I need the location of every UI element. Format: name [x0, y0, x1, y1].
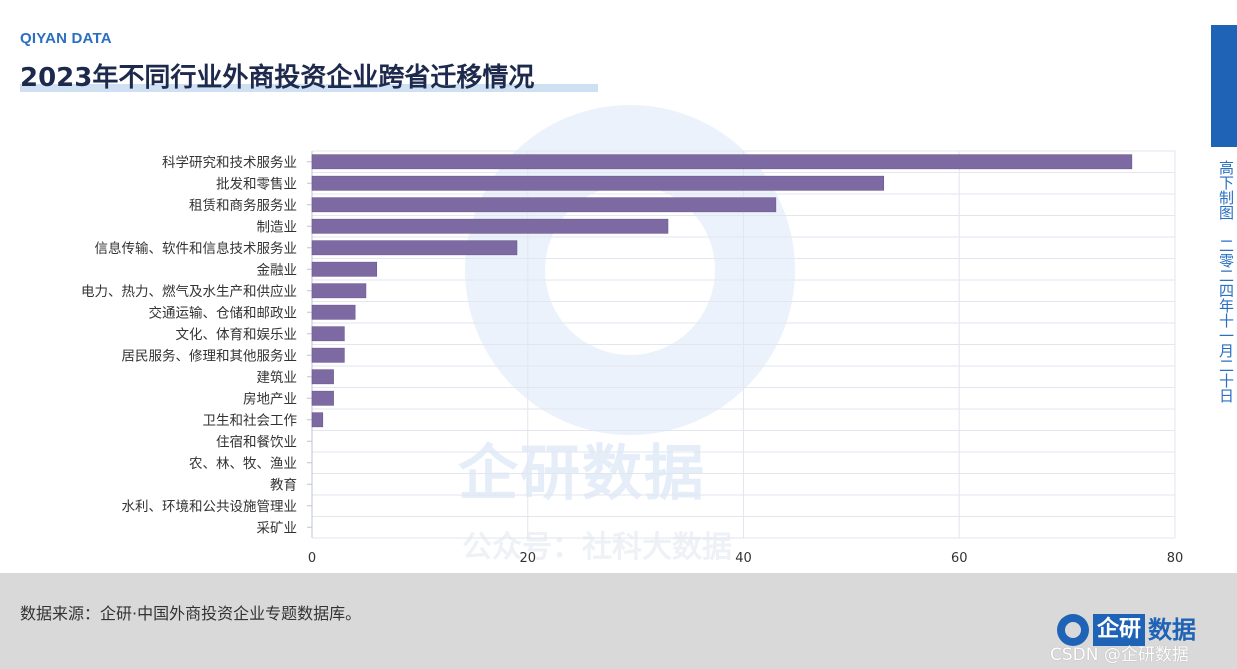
watermark-circle-inner: [545, 185, 715, 355]
bar: [311, 261, 378, 277]
x-tick-label: 20: [519, 551, 536, 566]
category-label: 水利、环境和公共设施管理业: [122, 499, 298, 515]
bar: [311, 197, 777, 213]
category-label: 信息传输、软件和信息技术服务业: [95, 240, 298, 257]
category-label: 采矿业: [257, 520, 298, 536]
data-source: 数据来源：企研·中国外商投资企业专题数据库。: [20, 604, 362, 623]
category-label: 农、林、牧、渔业: [189, 456, 297, 472]
x-tick-label: 40: [735, 551, 752, 566]
bar: [311, 347, 345, 363]
chart-title-text: 2023年不同行业外商投资企业跨省迁移情况: [20, 63, 535, 93]
bar: [311, 240, 518, 256]
bar: [311, 154, 1133, 170]
bar: [311, 326, 345, 342]
category-label: 电力、热力、燃气及水生产和供应业: [81, 283, 297, 300]
bar: [311, 390, 334, 406]
category-label: 居民服务、修理和其他服务业: [122, 348, 298, 364]
brand-logo: 企研 数据: [1057, 613, 1196, 647]
bar: [311, 283, 367, 299]
category-label: 制造业: [257, 219, 298, 235]
category-label: 科学研究和技术服务业: [162, 155, 297, 171]
category-label: 建筑业: [257, 370, 298, 386]
chart-title: 2023年不同行业外商投资企业跨省迁移情况: [20, 57, 534, 94]
category-label: 教育: [270, 477, 297, 493]
bar: [311, 304, 356, 320]
category-label: 住宿和餐饮业: [216, 433, 297, 450]
bar: [311, 218, 669, 234]
category-label: 交通运输、仓储和邮政业: [149, 304, 298, 321]
csdn-watermark: CSDN @企研数据: [1050, 645, 1189, 665]
watermark-subtext: 公众号：社科大数据: [462, 530, 732, 565]
x-tick-label: 80: [1167, 551, 1184, 566]
x-tick-label: 60: [951, 551, 968, 566]
side-date-text: 高下制图 二零二四年十一月二十日: [1217, 160, 1235, 403]
logo-text: 数据: [1148, 616, 1197, 644]
bar: [311, 175, 885, 191]
brand-label: QIYAN DATA: [20, 30, 112, 47]
x-tick-label: 0: [308, 551, 316, 566]
footer-band: [0, 573, 1237, 669]
logo-box-text: 企研: [1093, 614, 1146, 646]
category-label: 卫生和社会工作: [203, 413, 298, 429]
bar: [311, 369, 334, 385]
bar: [311, 412, 324, 428]
category-label: 房地产业: [243, 391, 297, 407]
category-label: 批发和零售业: [216, 176, 297, 192]
title-highlight: [20, 84, 598, 92]
side-accent-bar: [1211, 25, 1237, 147]
category-label: 文化、体育和娱乐业: [176, 327, 298, 343]
bar-chart: 0 20 40 60 80 科学研究和技术服务业批发和零售业租赁和商务服务业制造业信息传输…: [81, 150, 1184, 566]
category-label: 金融业: [257, 262, 298, 278]
logo-icon: [1057, 614, 1089, 646]
category-label: 租赁和商务服务业: [189, 198, 297, 214]
